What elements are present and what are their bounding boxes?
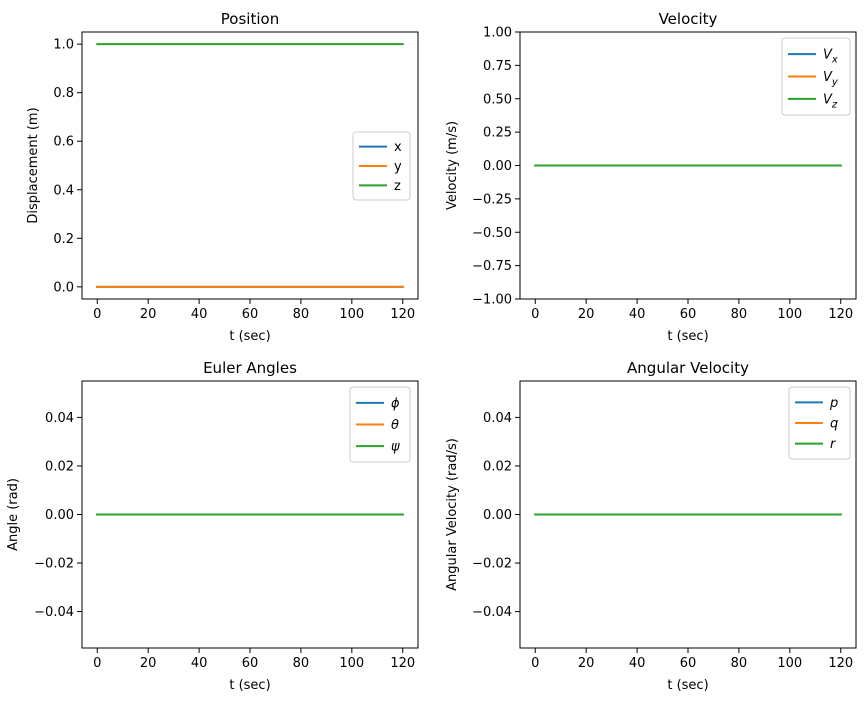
y-tick-label: −0.02 [472, 557, 512, 572]
y-tick-label: −0.02 [34, 557, 74, 572]
legend-label: q [830, 417, 838, 432]
legend-label: r [830, 437, 837, 452]
x-axis-label: t (sec) [229, 329, 270, 344]
y-tick-label: −0.50 [472, 226, 512, 241]
y-tick-label: −0.25 [472, 192, 512, 207]
x-axis-label: t (sec) [229, 678, 270, 693]
y-tick-label: −0.75 [472, 259, 512, 274]
x-tick-label: 100 [777, 307, 802, 322]
y-tick-label: −0.04 [34, 605, 74, 620]
x-tick-label: 20 [140, 656, 157, 671]
legend: xyz [352, 131, 411, 201]
legend-label: ϕ [391, 396, 400, 411]
x-tick-label: 40 [629, 656, 646, 671]
y-tick-label: −0.04 [472, 605, 512, 620]
y-axis-label: Velocity (m/s) [445, 121, 460, 210]
y-tick-label: −1.00 [472, 293, 512, 308]
x-tick-label: 20 [140, 307, 157, 322]
subplot-4: Angular Velocity 0 20 40 60 80 100 120 −0.04 −0.0… [445, 359, 857, 693]
x-tick-label: 0 [531, 656, 539, 671]
legend-label: ψ [391, 440, 400, 455]
x-tick-label: 100 [339, 307, 364, 322]
legend-label: x [394, 140, 402, 155]
subplot-2: Velocity 0 20 40 60 80 100 120 −1.00 −0.75 −0.50 −0… [445, 10, 857, 344]
subplot-3: Euler Angles 0 20 40 60 80 100 120 −0.04 −0.02 0.0… [6, 359, 419, 693]
legend-label: θ [391, 418, 399, 433]
x-tick-label: 80 [293, 307, 310, 322]
x-tick-label: 120 [390, 656, 415, 671]
legend-label: Vz [823, 92, 838, 110]
subplot-title: Velocity [659, 10, 718, 28]
x-tick-label: 0 [93, 656, 101, 671]
subplot-1: Position 0 20 40 60 80 100 120 0.0 0.2 0.4 0.6 0.8 1.… [26, 10, 419, 344]
x-tick-label: 100 [339, 656, 364, 671]
y-tick-label: 0.25 [483, 126, 512, 141]
y-tick-label: 0.8 [53, 86, 74, 101]
legend-label: p [829, 396, 838, 411]
legend: Vx Vy Vz [781, 37, 851, 116]
x-tick-label: 40 [191, 656, 208, 671]
y-tick-label: 1.0 [53, 38, 74, 53]
y-tick-label: 0.04 [45, 411, 74, 426]
y-tick-label: 0.50 [483, 92, 512, 107]
subplot-title: Position [221, 10, 279, 28]
y-tick-label: 0.0 [53, 280, 74, 295]
x-tick-label: 80 [293, 656, 310, 671]
x-axis-label: t (sec) [667, 678, 708, 693]
x-tick-label: 120 [390, 307, 415, 322]
y-tick-label: 0.4 [53, 183, 74, 198]
y-tick-label: 0.02 [483, 459, 512, 474]
x-tick-label: 60 [242, 656, 259, 671]
y-tick-label: 0.02 [45, 459, 74, 474]
legend: ϕθψ [349, 386, 411, 463]
y-tick-label: 0.04 [483, 411, 512, 426]
x-tick-label: 40 [629, 307, 646, 322]
x-tick-label: 40 [191, 307, 208, 322]
y-tick-label: 1.00 [483, 26, 512, 41]
x-tick-label: 0 [531, 307, 539, 322]
x-tick-label: 20 [578, 307, 595, 322]
subplot-title: Euler Angles [203, 359, 297, 377]
x-tick-label: 0 [93, 307, 101, 322]
y-axis-label: Angle (rad) [6, 478, 21, 551]
x-tick-label: 80 [731, 307, 748, 322]
series-lines [96, 43, 404, 288]
y-tick-label: 0.00 [483, 508, 512, 523]
y-tick-label: 0.75 [483, 59, 512, 74]
x-tick-label: 20 [578, 656, 595, 671]
y-tick-label: 0.6 [53, 135, 74, 150]
x-axis-label: t (sec) [667, 329, 708, 344]
x-tick-label: 120 [828, 656, 853, 671]
x-tick-label: 100 [777, 656, 802, 671]
subplot-title: Angular Velocity [627, 359, 749, 377]
x-tick-label: 60 [242, 307, 259, 322]
y-tick-label: 0.00 [45, 508, 74, 523]
legend-label: Vx [823, 48, 838, 66]
y-tick-label: 0.00 [483, 159, 512, 174]
x-tick-label: 120 [828, 307, 853, 322]
legend-label: Vy [823, 70, 839, 88]
x-tick-label: 80 [731, 656, 748, 671]
legend: pqr [788, 386, 851, 460]
x-tick-label: 60 [680, 307, 697, 322]
y-axis-label: Angular Velocity (rad/s) [445, 438, 460, 591]
y-axis-label: Displacement (m) [26, 107, 41, 223]
legend-label: z [394, 179, 401, 194]
y-tick-label: 0.2 [53, 232, 74, 247]
legend-label: y [394, 160, 402, 175]
x-tick-label: 60 [680, 656, 697, 671]
